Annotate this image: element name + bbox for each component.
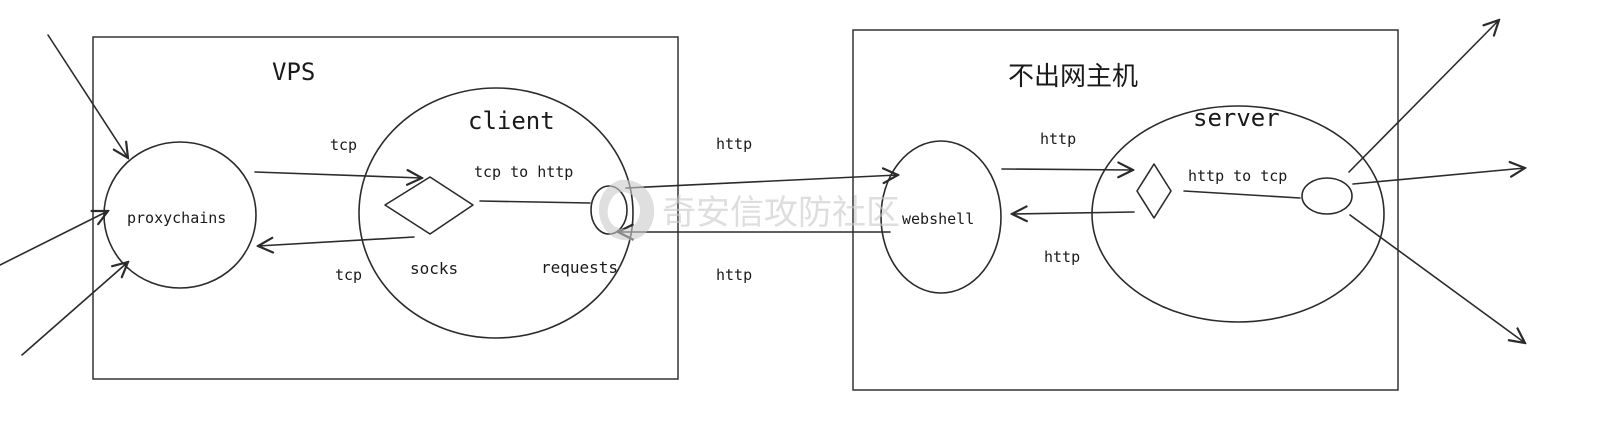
webshell-label: webshell xyxy=(902,210,974,228)
http-label-host-top: http xyxy=(1040,130,1076,148)
requests-node xyxy=(590,185,628,235)
external-arrow-in-2 xyxy=(0,211,108,266)
watermark-shield-icon xyxy=(599,179,655,241)
server-diamond xyxy=(1136,163,1172,219)
proxychains-label: proxychains xyxy=(127,209,226,227)
tcp-arrow-to-socks xyxy=(254,172,422,178)
http-arrow-to-server xyxy=(1001,169,1133,170)
vps-box xyxy=(92,36,679,380)
external-arrow-in-1 xyxy=(47,34,128,158)
server-endpoint-node xyxy=(1301,177,1353,215)
client-label: client xyxy=(468,107,555,135)
watermark-text: 奇安信攻防社区 xyxy=(662,193,900,233)
socks-requests-link xyxy=(479,200,591,204)
external-arrow-out-2 xyxy=(1352,168,1525,185)
http-to-tcp-label: http to tcp xyxy=(1188,167,1287,185)
offline-host-title: 不出网主机 xyxy=(1008,62,1138,92)
external-arrow-out-1 xyxy=(1348,20,1499,173)
http-label-link-bottom: http xyxy=(716,266,752,284)
http-arrow-to-webshell-inner xyxy=(1012,212,1135,214)
server-node xyxy=(1091,105,1385,323)
webshell-node xyxy=(880,140,1002,294)
external-arrow-in-3 xyxy=(21,262,128,356)
http-label-link-top: http xyxy=(716,135,752,153)
http-label-host-bottom: http xyxy=(1044,248,1080,266)
tcp-arrow-to-proxychains xyxy=(258,236,415,246)
tcp-label-bottom: tcp xyxy=(335,266,362,284)
client-node xyxy=(358,87,634,339)
socks-label: socks xyxy=(410,259,458,278)
offline-host-box xyxy=(852,29,1399,391)
proxychains-node xyxy=(103,141,257,289)
watermark: 奇安信攻防社区 xyxy=(599,179,900,241)
external-arrow-out-3 xyxy=(1349,214,1525,343)
socks-diamond xyxy=(384,176,474,235)
tcp-to-http-label: tcp to http xyxy=(474,163,573,181)
http-arrow-to-webshell xyxy=(625,175,898,189)
requests-label: requests xyxy=(541,258,618,277)
diamond-endpoint-link xyxy=(1183,190,1301,199)
vps-title: VPS xyxy=(272,58,315,86)
server-label: server xyxy=(1193,104,1280,132)
tcp-label-top: tcp xyxy=(330,136,357,154)
